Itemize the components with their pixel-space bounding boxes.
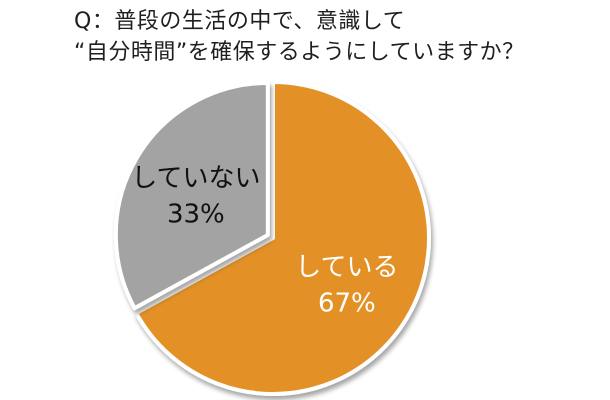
slice-label-no: していない bbox=[131, 163, 260, 193]
slice-value-yes: 67% bbox=[318, 289, 376, 319]
slice-label-yes: している bbox=[295, 253, 398, 283]
question-title: Q：普段の生活の中で、意識して “自分時間”を確保するようにしていますか？ bbox=[74, 6, 594, 68]
question-line-1: Q：普段の生活の中で、意識して bbox=[74, 9, 406, 34]
question-line-2: “自分時間”を確保するようにしていますか？ bbox=[74, 40, 525, 65]
pie-slice-yes bbox=[134, 80, 431, 396]
pie-slice-no bbox=[113, 80, 270, 311]
slice-value-no: 33% bbox=[167, 199, 225, 229]
